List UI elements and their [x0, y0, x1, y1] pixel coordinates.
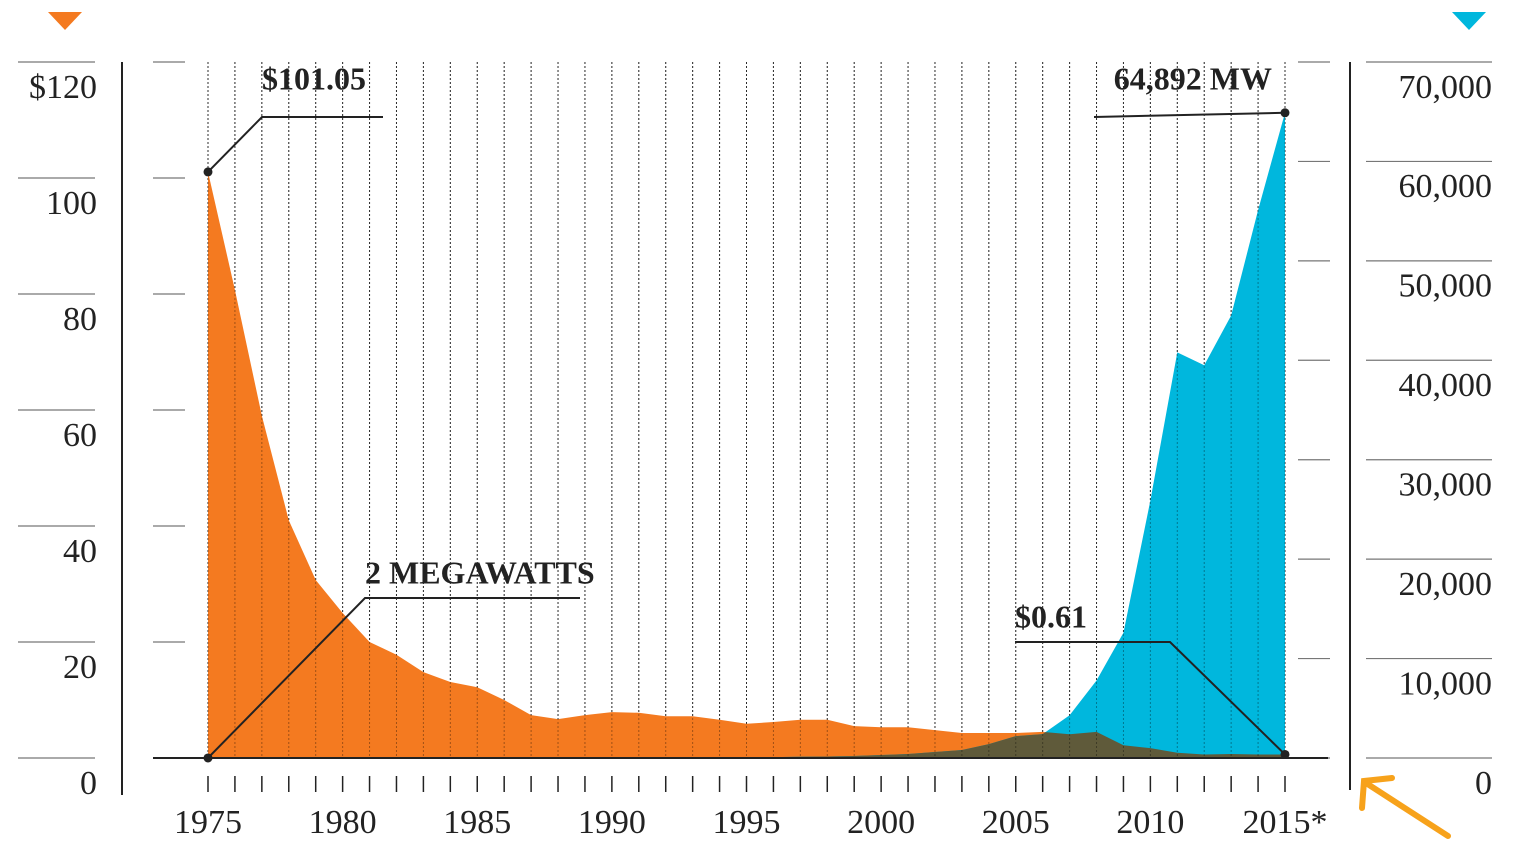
x-tick-label: 1985	[443, 804, 511, 841]
annotation: 64,892 MW	[1114, 60, 1272, 96]
annotation: $101.05	[262, 60, 366, 96]
x-tick-label: 1990	[578, 804, 646, 841]
annotation-dot	[203, 753, 213, 763]
y2-tick-label: 30,000	[1399, 467, 1493, 504]
leader-line	[207, 597, 580, 759]
area	[208, 171, 1285, 758]
annotation: $0.61	[1015, 598, 1087, 634]
right-axis-marker	[1452, 12, 1486, 30]
area	[208, 112, 1285, 759]
x-tick-label: 1995	[713, 804, 781, 841]
y-tick-label: 100	[46, 185, 97, 222]
x-tick-label: 2015*	[1243, 804, 1328, 841]
x-tick-label: 2005	[982, 804, 1050, 841]
arrow	[1359, 775, 1451, 839]
y-tick-label: $120	[29, 69, 97, 106]
x-tick-label: 1980	[309, 804, 377, 841]
y-tick-label: 0	[80, 765, 97, 802]
y-tick-label: 20	[63, 649, 97, 686]
y2-tick-label: 60,000	[1399, 168, 1493, 205]
annotation-dot	[1280, 108, 1290, 118]
leader-line	[1015, 641, 1286, 756]
y2-tick-label: 40,000	[1399, 367, 1493, 404]
left-axis-marker	[48, 12, 82, 30]
annotation-dot	[1280, 749, 1290, 759]
x-tick-label: 2000	[847, 804, 915, 841]
y-tick-label: 60	[63, 417, 97, 454]
annotation-dot	[203, 167, 213, 177]
y2-tick-label: 20,000	[1399, 566, 1493, 603]
y2-tick-label: 10,000	[1399, 665, 1493, 702]
y-tick-label: 40	[63, 533, 97, 570]
y-tick-label: 80	[63, 301, 97, 338]
y2-tick-label: 50,000	[1399, 268, 1493, 305]
annotation: 2 MEGAWATTS	[365, 554, 595, 590]
x-tick-label: 2010	[1116, 804, 1184, 841]
y2-tick-label: 0	[1475, 765, 1492, 802]
leader-line	[1093, 111, 1286, 118]
y2-tick-label: 70,000	[1399, 69, 1493, 106]
x-tick-label: 1975	[174, 804, 242, 841]
leader-line	[207, 116, 383, 173]
